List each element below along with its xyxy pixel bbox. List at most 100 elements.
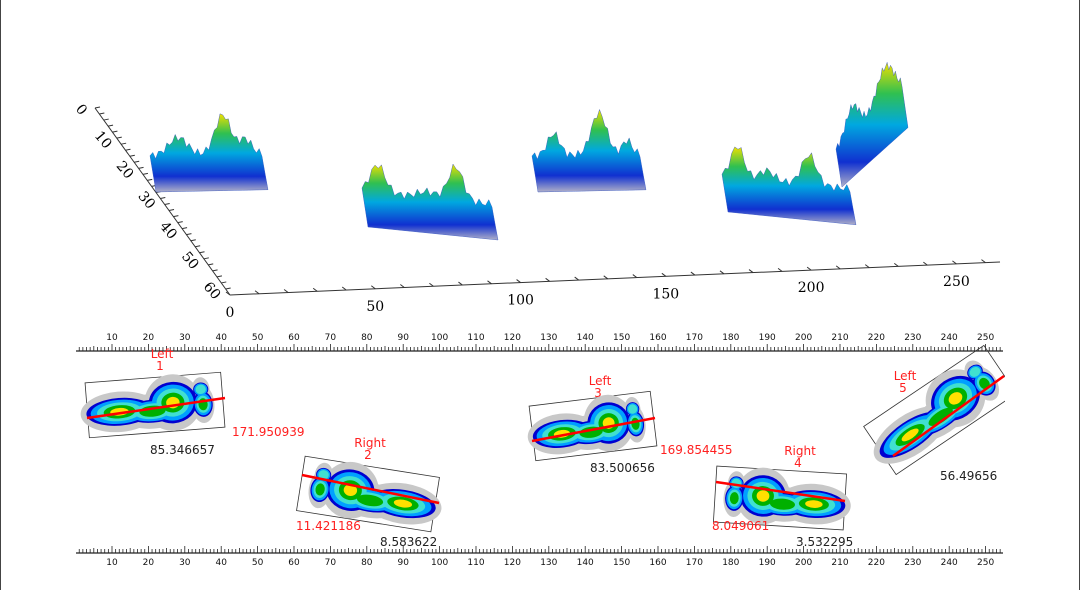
heat-contour — [969, 366, 981, 377]
y-tick — [186, 233, 192, 236]
x-tick — [661, 272, 667, 277]
x-tick — [370, 285, 376, 290]
y-tick-label: 50 — [178, 249, 202, 273]
foot-length-value: 56.49656 — [940, 469, 997, 483]
y-tick — [203, 257, 209, 260]
ruler-label: 40 — [215, 558, 227, 568]
foot-side-label: Right — [354, 436, 386, 450]
heat-contour — [628, 404, 638, 414]
heat-contour — [195, 384, 206, 395]
ruler-label: 180 — [722, 558, 739, 568]
ruler-label: 230 — [904, 333, 921, 343]
y-tick-label: 10 — [91, 128, 115, 152]
x-tick — [835, 265, 841, 270]
y-tick — [129, 154, 135, 157]
y-tick — [134, 160, 140, 163]
ruler-label: 150 — [613, 558, 630, 568]
heat-contour — [318, 470, 329, 480]
heat-contour — [979, 377, 990, 390]
foot-index-label: 4 — [794, 456, 802, 470]
footprint-graphics — [80, 344, 1005, 533]
ruler-label: 80 — [361, 558, 373, 568]
y-axis-line — [94, 107, 231, 296]
footprint-heatmap — [296, 455, 442, 533]
foot-length-value: 85.346657 — [150, 443, 215, 457]
footprint-surface-peak — [361, 163, 499, 241]
y-tick — [195, 245, 201, 248]
x-tick-label: 150 — [652, 286, 679, 302]
y-tick — [103, 118, 109, 121]
y-tick — [181, 227, 188, 230]
heat-contour — [356, 494, 384, 507]
footprint-surface-peak — [721, 146, 857, 226]
y-tick-label: 40 — [156, 219, 180, 243]
ruler-label: 70 — [325, 333, 337, 343]
ruler-label: 90 — [397, 558, 409, 568]
x-tick-label: 100 — [507, 293, 534, 309]
foot-angle-value: 11.421186 — [296, 519, 361, 533]
ruler-label: 50 — [252, 333, 264, 343]
ruler-label: 10 — [106, 558, 118, 568]
x-tick — [400, 284, 405, 288]
y-tick — [208, 263, 214, 266]
y-tick-label: 0 — [72, 101, 90, 118]
ruler-label: 220 — [868, 558, 885, 568]
foot-index-label: 3 — [594, 386, 602, 400]
ruler-label: 120 — [504, 333, 521, 343]
ruler-label: 100 — [431, 333, 448, 343]
ruler-label: 50 — [252, 558, 264, 568]
footprint-4 — [712, 465, 851, 531]
x-tick — [777, 267, 783, 272]
y-tick — [168, 209, 175, 212]
x-tick-label: 50 — [366, 299, 384, 315]
x-tick — [806, 266, 812, 271]
y-tick — [216, 275, 223, 278]
footprint-heatmap — [80, 371, 226, 439]
y-tick — [221, 281, 227, 284]
x-tick — [225, 291, 231, 296]
ruler-label: 160 — [649, 333, 666, 343]
foot-angle-value: 8.049061 — [712, 519, 769, 533]
footprint-surface-peak — [835, 61, 909, 188]
heat-contour — [343, 484, 358, 496]
footprint-plan-view: 10 20 30 40 50 60 70 80 90 100 110 120 130 140 150 160 1… — [76, 333, 1005, 568]
x-tick-label: 250 — [943, 274, 970, 290]
y-tick — [212, 269, 218, 272]
x-tick — [516, 279, 521, 283]
footprint-surface-peak — [531, 108, 647, 193]
foot-side-label: Left — [894, 369, 917, 383]
foot-index-label: 1 — [156, 359, 164, 373]
ruler-label: 190 — [759, 558, 776, 568]
x-tick — [952, 260, 957, 265]
footprint-surface-peak — [149, 113, 269, 193]
x-tick-label: 200 — [798, 280, 825, 296]
foot-length-value: 8.583622 — [380, 535, 437, 549]
ruler-label: 140 — [577, 558, 594, 568]
y-tick-label: 30 — [134, 189, 158, 213]
x-tick — [864, 264, 870, 269]
ruler-label: 100 — [431, 558, 448, 568]
x-tick — [545, 277, 550, 282]
ruler-label: 40 — [215, 333, 227, 343]
y-tick — [190, 239, 196, 242]
ruler-label: 180 — [722, 333, 739, 343]
foot-angle-value: 169.854455 — [660, 443, 733, 457]
x-tick — [487, 280, 492, 285]
ruler-label: 240 — [941, 333, 958, 343]
y-tick — [173, 215, 179, 218]
ruler-label: 160 — [649, 558, 666, 568]
ruler-label: 70 — [325, 558, 337, 568]
heat-contour — [729, 492, 739, 505]
y-tick — [138, 166, 144, 169]
footprint-2 — [296, 455, 442, 533]
heat-contour — [805, 500, 823, 508]
x-tick — [429, 282, 434, 287]
ruler-label: 230 — [904, 558, 921, 568]
x-tick — [603, 275, 609, 280]
heat-contour — [901, 428, 919, 442]
foot-side-label: Right — [784, 444, 816, 458]
y-tick — [142, 172, 149, 175]
foot-length-value: 3.532295 — [796, 535, 853, 549]
ruler-label: 60 — [288, 558, 300, 568]
